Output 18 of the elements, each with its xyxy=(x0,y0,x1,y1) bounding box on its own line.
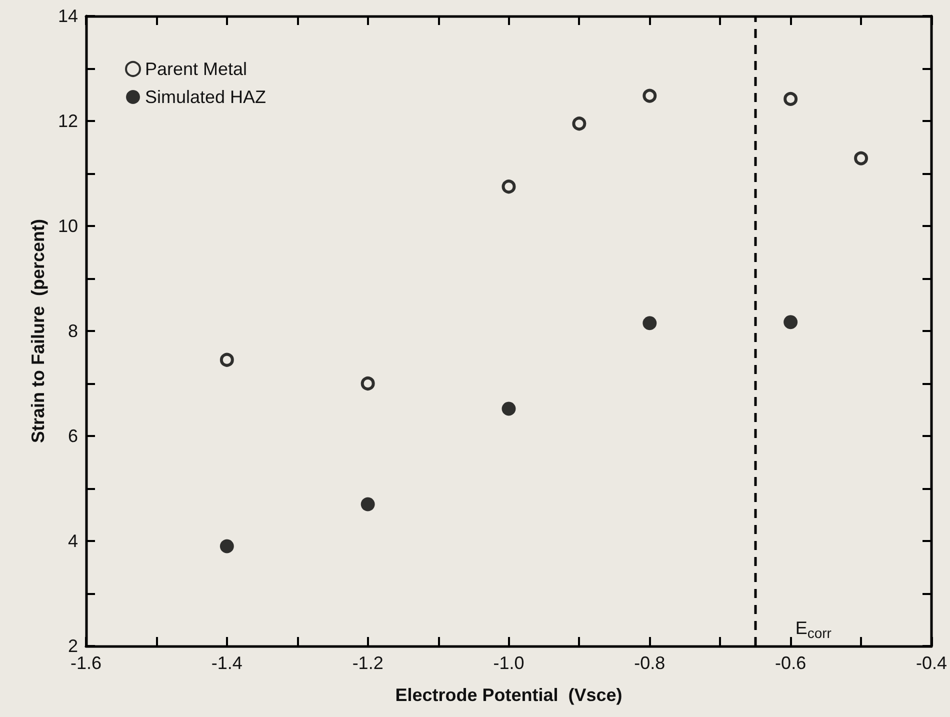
y-axis-title: Strain to Failure (percent) xyxy=(28,218,48,444)
y-tick-label: 6 xyxy=(68,426,78,446)
x-tick-label: -0.4 xyxy=(916,653,948,673)
x-tick-label: -1.2 xyxy=(352,653,384,673)
y-tick-label: 10 xyxy=(58,216,78,236)
x-axis-title: Electrode Potential (Vsce) xyxy=(395,685,622,705)
legend-label: Simulated HAZ xyxy=(145,87,266,107)
y-tick-label: 4 xyxy=(68,531,78,551)
legend-label: Parent Metal xyxy=(145,59,248,79)
y-tick-label: 12 xyxy=(58,111,78,131)
x-tick-label: -0.8 xyxy=(634,653,666,673)
y-tick-label: 8 xyxy=(68,321,78,341)
x-tick-label: -0.6 xyxy=(775,653,806,673)
x-tick-label: -1.0 xyxy=(493,653,524,673)
x-tick-label: -1.6 xyxy=(70,653,102,673)
y-tick-label: 2 xyxy=(68,636,78,656)
y-tick-label: 14 xyxy=(58,6,78,26)
x-tick-label: -1.4 xyxy=(211,653,242,673)
